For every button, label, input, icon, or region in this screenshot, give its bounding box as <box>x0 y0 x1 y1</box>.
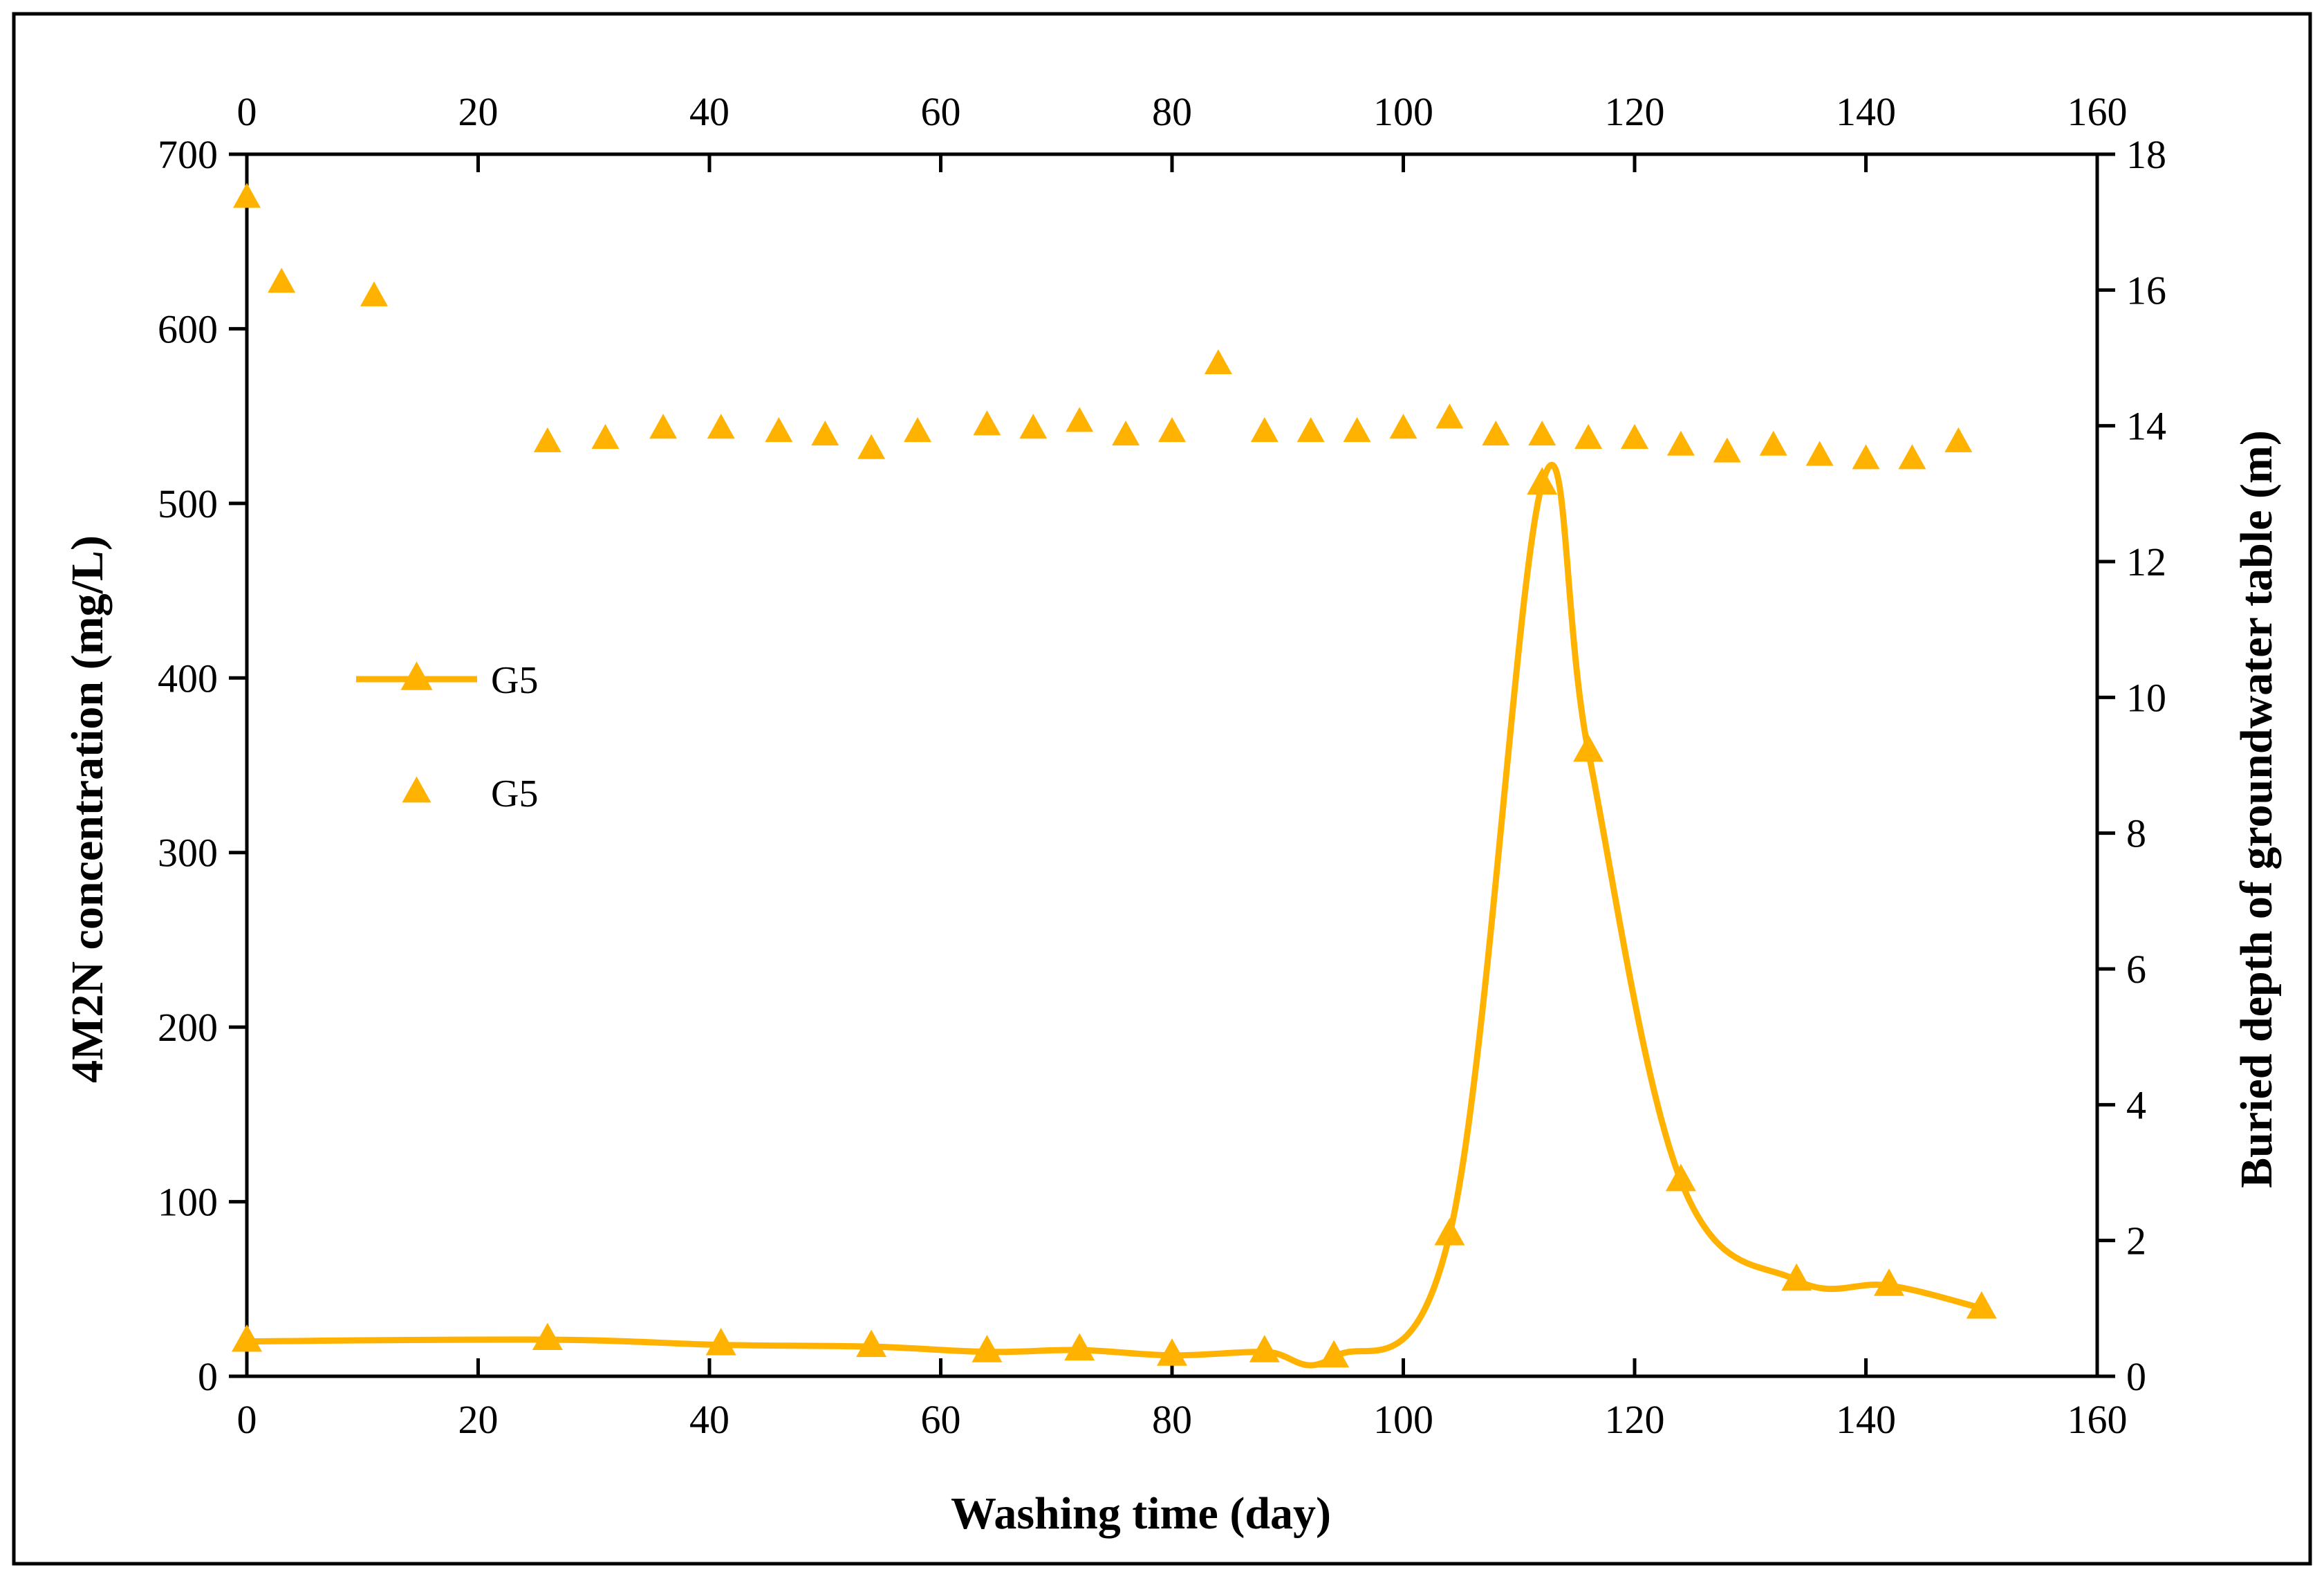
series-g5-concentration-point <box>1873 1268 1904 1296</box>
x-tick-label-top: 0 <box>237 89 257 134</box>
y-tick-label: 400 <box>158 656 218 701</box>
y2-tick-label: 0 <box>2126 1354 2146 1399</box>
series-g5-depth-point <box>811 420 839 446</box>
x-tick-label-top: 160 <box>2067 89 2128 134</box>
series-g5-depth-point <box>1621 423 1648 449</box>
series-g5-depth-point <box>1759 430 1787 456</box>
y2-tick-label: 8 <box>2126 811 2146 856</box>
y2-tick-label: 10 <box>2126 675 2166 720</box>
series-g5-concentration-point <box>705 1328 736 1356</box>
series-g5-concentration-point <box>532 1322 563 1351</box>
x-tick-label-bottom: 100 <box>1373 1397 1433 1442</box>
series-g5-concentration-point <box>1434 1217 1465 1246</box>
series-g5-depth-point <box>1250 417 1279 443</box>
y2-tick-label: 16 <box>2126 268 2166 313</box>
x-tick-label-top: 100 <box>1373 89 1433 134</box>
y-axis-title: 4M2N concentration (mg/L) <box>62 535 113 1083</box>
series-g5-depth-point <box>1528 420 1556 446</box>
series-g5-concentration-point <box>1966 1291 1997 1319</box>
series-g5-depth-point <box>1066 407 1094 432</box>
series-g5-depth-point <box>857 434 886 459</box>
series-g5-concentration-point <box>856 1329 887 1358</box>
x-tick-label-top: 80 <box>1152 89 1192 134</box>
series-g5-concentration-point <box>1573 734 1604 762</box>
x-tick-label-top: 60 <box>921 89 961 134</box>
series-g5-depth-point <box>904 417 932 443</box>
x-tick-label-bottom: 80 <box>1152 1397 1192 1442</box>
y-tick-label: 100 <box>158 1180 218 1225</box>
series-g5-depth-point <box>1158 417 1186 443</box>
y-tick-label: 700 <box>158 132 218 177</box>
y2-tick-label: 18 <box>2126 132 2166 177</box>
legend-marker-scatter-series <box>402 776 431 803</box>
y2-tick-label: 14 <box>2126 404 2166 449</box>
outer-frame <box>12 12 2312 1566</box>
series-g5-depth-point <box>1019 414 1048 439</box>
x-tick-label-bottom: 40 <box>689 1397 729 1442</box>
series-g5-depth-point <box>533 427 561 452</box>
series-g5-depth-point <box>765 417 793 443</box>
y2-tick-label: 2 <box>2126 1219 2146 1264</box>
series-g5-depth-point <box>1713 437 1741 463</box>
series-g5-depth-point <box>1296 417 1325 443</box>
series-g5-concentration-point <box>1249 1335 1280 1362</box>
x-tick-label-top: 120 <box>1605 89 1665 134</box>
series-g5-concentration-point <box>232 1324 262 1352</box>
series-g5-depth-point <box>1805 441 1834 466</box>
legend-label-scatter-series: G5 <box>491 773 538 815</box>
y-tick-label: 200 <box>158 1005 218 1050</box>
series-g5-concentration-point <box>972 1335 1003 1362</box>
series-g5-depth-point <box>973 410 1001 436</box>
y-tick-label: 600 <box>158 306 218 351</box>
series-g5-depth-point <box>1204 349 1232 374</box>
series-g5-depth-point <box>1435 403 1464 429</box>
series-g5-concentration-point <box>1319 1340 1350 1368</box>
y-tick-label: 0 <box>198 1354 218 1399</box>
series-g5-concentration-point <box>1527 467 1558 495</box>
y2-tick-label: 12 <box>2126 539 2166 584</box>
series-g5-depth-point <box>233 183 261 208</box>
series-g5-depth-point <box>1112 420 1140 446</box>
y-tick-label: 500 <box>158 481 218 526</box>
series-g5-depth-point <box>1482 420 1510 446</box>
x-tick-label-top: 40 <box>689 89 729 134</box>
legend-label-line-series: G5 <box>491 659 538 702</box>
x-axis-title: Washing time (day) <box>951 1488 1331 1539</box>
series-g5-depth-point <box>1574 423 1603 449</box>
series-g5-depth-point <box>707 414 735 439</box>
y-tick-label: 300 <box>158 831 218 876</box>
series-g5-concentration-point <box>1665 1163 1696 1192</box>
series-g5-concentration-point <box>1781 1263 1812 1291</box>
x-tick-label-bottom: 120 <box>1605 1397 1665 1442</box>
y2-tick-label: 6 <box>2126 947 2146 992</box>
series-g5-depth-point <box>1389 414 1417 439</box>
x-tick-label-bottom: 0 <box>237 1397 257 1442</box>
y2-axis-title: Buried depth of groundwater table (m) <box>2231 430 2282 1188</box>
series-g5-depth-point <box>360 281 388 306</box>
series-g5-depth-point <box>1898 444 1926 470</box>
series-g5-depth-point <box>1666 430 1695 456</box>
y2-tick-label: 4 <box>2126 1082 2146 1127</box>
x-tick-label-top: 20 <box>458 89 499 134</box>
series-g5-depth-point <box>268 268 296 293</box>
legend-marker-line-series <box>400 661 433 690</box>
x-tick-label-top: 140 <box>1836 89 1896 134</box>
series-g5-depth-point <box>1343 417 1371 443</box>
series-g5-depth-point <box>1852 444 1880 470</box>
x-tick-label-bottom: 160 <box>2067 1397 2128 1442</box>
x-tick-label-bottom: 20 <box>458 1397 499 1442</box>
x-tick-label-bottom: 140 <box>1836 1397 1896 1442</box>
series-g5-depth-point <box>1944 427 1973 452</box>
series-g5-depth-point <box>649 414 678 439</box>
series-g5-concentration-point <box>1157 1338 1187 1366</box>
x-tick-label-bottom: 60 <box>921 1397 961 1442</box>
series-g5-depth-point <box>591 423 620 449</box>
series-g5-concentration-point <box>1064 1333 1095 1361</box>
